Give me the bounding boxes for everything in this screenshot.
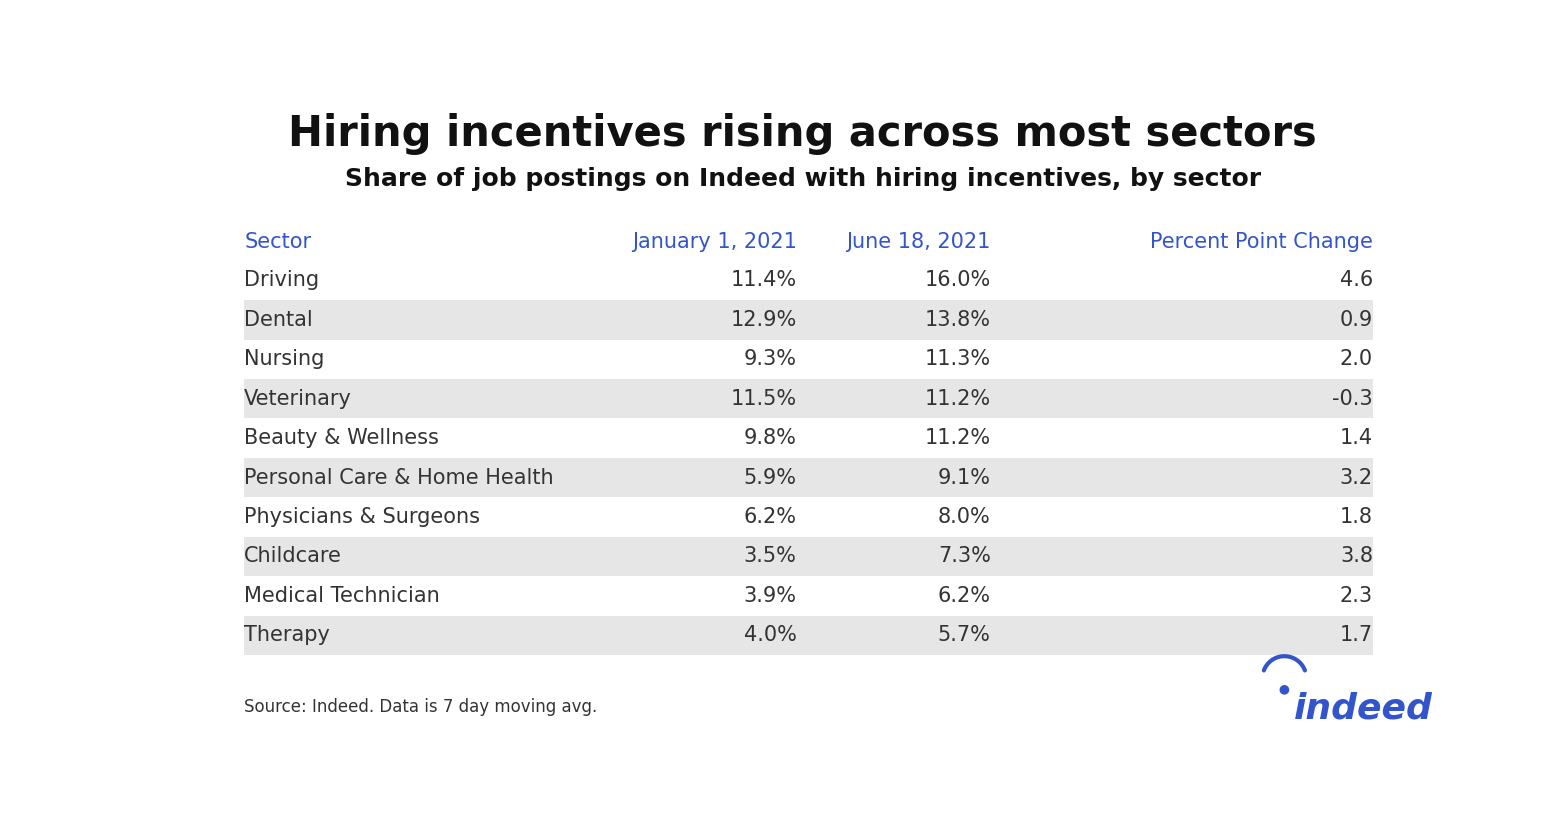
Text: Sector: Sector bbox=[244, 232, 312, 252]
Text: Percent Point Change: Percent Point Change bbox=[1149, 232, 1373, 252]
Text: Share of job postings on Indeed with hiring incentives, by sector: Share of job postings on Indeed with hir… bbox=[345, 167, 1261, 191]
Text: 11.5%: 11.5% bbox=[730, 389, 797, 409]
Text: Hiring incentives rising across most sectors: Hiring incentives rising across most sec… bbox=[288, 113, 1317, 155]
Text: 9.3%: 9.3% bbox=[744, 349, 797, 369]
Text: 1.4: 1.4 bbox=[1340, 428, 1373, 449]
Text: 11.3%: 11.3% bbox=[924, 349, 991, 369]
Ellipse shape bbox=[1279, 685, 1289, 695]
Bar bbox=[244, 458, 1373, 497]
Text: Medical Technician: Medical Technician bbox=[244, 586, 440, 605]
Text: 11.2%: 11.2% bbox=[924, 428, 991, 449]
Text: 3.9%: 3.9% bbox=[744, 586, 797, 605]
Text: January 1, 2021: January 1, 2021 bbox=[631, 232, 797, 252]
Text: 5.7%: 5.7% bbox=[938, 625, 991, 645]
Text: 2.3: 2.3 bbox=[1340, 586, 1373, 605]
Bar bbox=[244, 300, 1373, 339]
Text: 0.9: 0.9 bbox=[1340, 310, 1373, 330]
Bar bbox=[244, 615, 1373, 655]
Bar bbox=[244, 339, 1373, 379]
Text: 3.2: 3.2 bbox=[1340, 468, 1373, 487]
Text: -0.3: -0.3 bbox=[1333, 389, 1373, 409]
Text: 4.6: 4.6 bbox=[1340, 270, 1373, 291]
Text: 7.3%: 7.3% bbox=[938, 547, 991, 567]
Text: Dental: Dental bbox=[244, 310, 313, 330]
Text: Source: Indeed. Data is 7 day moving avg.: Source: Indeed. Data is 7 day moving avg… bbox=[244, 697, 598, 715]
Text: Driving: Driving bbox=[244, 270, 319, 291]
Text: Childcare: Childcare bbox=[244, 547, 341, 567]
Text: Beauty & Wellness: Beauty & Wellness bbox=[244, 428, 438, 449]
Bar bbox=[244, 537, 1373, 577]
Text: 16.0%: 16.0% bbox=[924, 270, 991, 291]
Text: 3.5%: 3.5% bbox=[744, 547, 797, 567]
Text: 3.8: 3.8 bbox=[1340, 547, 1373, 567]
Text: 8.0%: 8.0% bbox=[938, 507, 991, 527]
Text: 1.7: 1.7 bbox=[1340, 625, 1373, 645]
Text: June 18, 2021: June 18, 2021 bbox=[846, 232, 991, 252]
Text: Nursing: Nursing bbox=[244, 349, 324, 369]
Text: Personal Care & Home Health: Personal Care & Home Health bbox=[244, 468, 554, 487]
Text: 5.9%: 5.9% bbox=[744, 468, 797, 487]
Text: 11.2%: 11.2% bbox=[924, 389, 991, 409]
Text: indeed: indeed bbox=[1294, 691, 1433, 725]
Text: 13.8%: 13.8% bbox=[924, 310, 991, 330]
Text: Veterinary: Veterinary bbox=[244, 389, 352, 409]
Text: 12.9%: 12.9% bbox=[730, 310, 797, 330]
Bar bbox=[244, 497, 1373, 537]
Text: 4.0%: 4.0% bbox=[744, 625, 797, 645]
Text: Physicians & Surgeons: Physicians & Surgeons bbox=[244, 507, 481, 527]
Bar bbox=[244, 379, 1373, 419]
Bar bbox=[244, 261, 1373, 300]
Text: 9.8%: 9.8% bbox=[744, 428, 797, 449]
Text: 9.1%: 9.1% bbox=[938, 468, 991, 487]
Text: 11.4%: 11.4% bbox=[730, 270, 797, 291]
Bar bbox=[244, 419, 1373, 458]
Text: 6.2%: 6.2% bbox=[744, 507, 797, 527]
Bar bbox=[244, 577, 1373, 615]
Text: 6.2%: 6.2% bbox=[938, 586, 991, 605]
Text: 1.8: 1.8 bbox=[1340, 507, 1373, 527]
Text: 2.0: 2.0 bbox=[1340, 349, 1373, 369]
Text: Therapy: Therapy bbox=[244, 625, 330, 645]
